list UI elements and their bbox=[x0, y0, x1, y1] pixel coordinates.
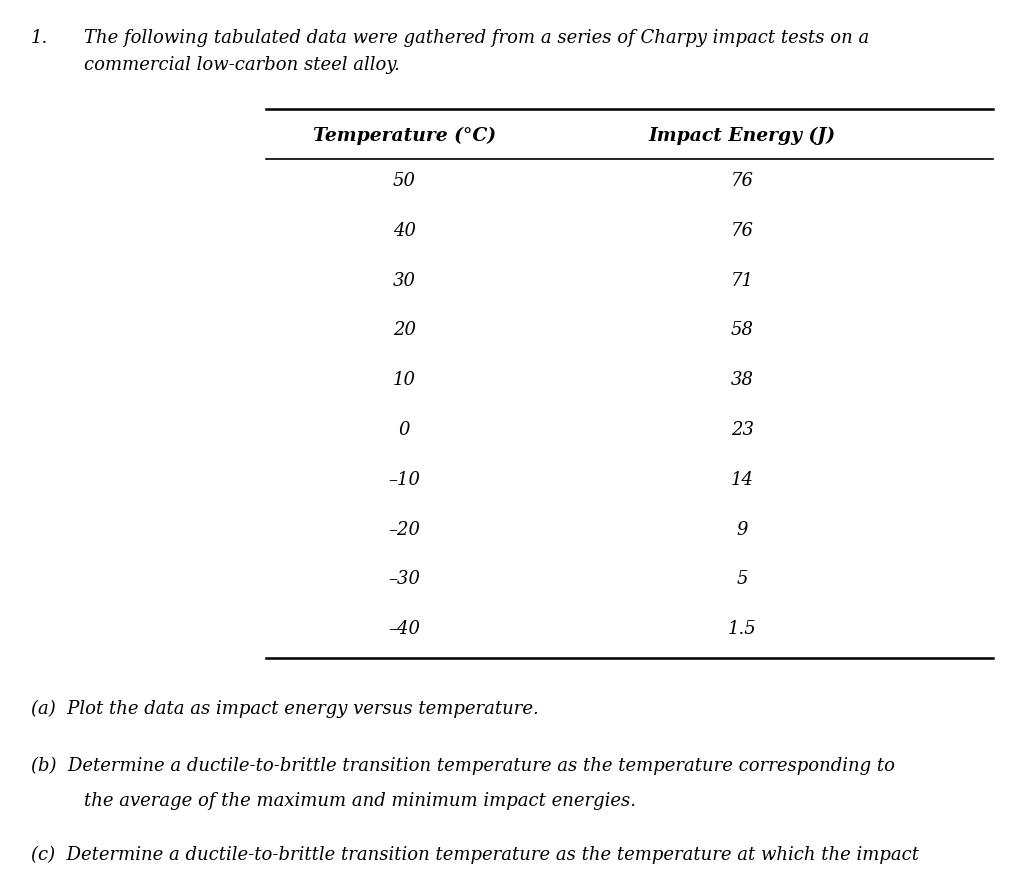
Text: 76: 76 bbox=[731, 172, 754, 190]
Text: 38: 38 bbox=[731, 371, 754, 389]
Text: (b)  Determine a ductile-to-brittle transition temperature as the temperature co: (b) Determine a ductile-to-brittle trans… bbox=[31, 757, 895, 775]
Text: 40: 40 bbox=[393, 222, 416, 239]
Text: –40: –40 bbox=[388, 621, 421, 638]
Text: The following tabulated data were gathered from a series of Charpy impact tests : The following tabulated data were gather… bbox=[84, 29, 869, 47]
Text: 71: 71 bbox=[731, 272, 754, 289]
Text: the average of the maximum and minimum impact energies.: the average of the maximum and minimum i… bbox=[84, 792, 636, 810]
Text: 23: 23 bbox=[731, 421, 754, 439]
Text: (c)  Determine a ductile-to-brittle transition temperature as the temperature at: (c) Determine a ductile-to-brittle trans… bbox=[31, 846, 919, 864]
Text: 50: 50 bbox=[393, 172, 416, 190]
Text: 58: 58 bbox=[731, 322, 754, 339]
Text: –10: –10 bbox=[388, 471, 421, 489]
Text: 1.: 1. bbox=[31, 29, 48, 47]
Text: 30: 30 bbox=[393, 272, 416, 289]
Text: 20: 20 bbox=[393, 322, 416, 339]
Text: 0: 0 bbox=[398, 421, 411, 439]
Text: 9: 9 bbox=[736, 521, 749, 538]
Text: commercial low-carbon steel alloy.: commercial low-carbon steel alloy. bbox=[84, 56, 399, 74]
Text: 5: 5 bbox=[736, 571, 749, 588]
Text: 14: 14 bbox=[731, 471, 754, 489]
Text: 10: 10 bbox=[393, 371, 416, 389]
Text: Impact Energy (J): Impact Energy (J) bbox=[649, 127, 836, 144]
Text: 1.5: 1.5 bbox=[728, 621, 757, 638]
Text: 76: 76 bbox=[731, 222, 754, 239]
Text: –20: –20 bbox=[388, 521, 421, 538]
Text: Temperature (°C): Temperature (°C) bbox=[313, 127, 496, 144]
Text: (a)  Plot the data as impact energy versus temperature.: (a) Plot the data as impact energy versu… bbox=[31, 700, 539, 718]
Text: –30: –30 bbox=[388, 571, 421, 588]
